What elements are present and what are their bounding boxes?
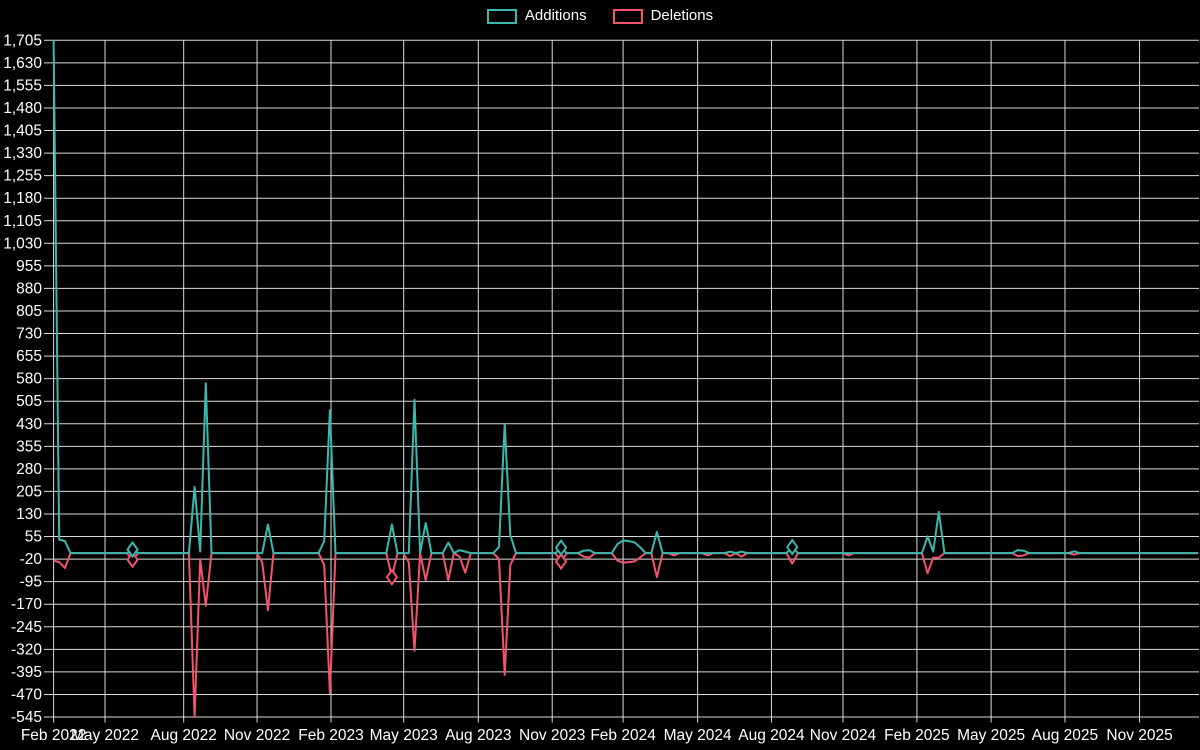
y-tick-label: 1,705 — [3, 32, 42, 49]
y-tick-label: -395 — [11, 664, 42, 681]
y-tick-label: 955 — [16, 258, 42, 275]
y-tick-label: -20 — [20, 551, 43, 568]
additions-marker-icon — [126, 540, 139, 559]
y-tick-label: -245 — [11, 619, 42, 636]
x-tick-label: Aug 2023 — [445, 727, 511, 744]
x-tick-label: Aug 2024 — [738, 727, 805, 744]
x-tick-label: Nov 2022 — [224, 727, 290, 744]
y-tick-label: 1,630 — [3, 55, 42, 72]
y-tick-label: 130 — [16, 506, 42, 523]
y-tick-label: 1,555 — [3, 77, 42, 94]
x-tick-label: Feb 2023 — [298, 727, 364, 744]
y-tick-label: 880 — [16, 280, 42, 297]
x-tick-label: Aug 2025 — [1032, 727, 1098, 744]
y-tick-label: -545 — [11, 709, 42, 726]
x-tick-label: Nov 2023 — [519, 727, 585, 744]
y-tick-label: -470 — [11, 686, 42, 703]
y-tick-label: 1,030 — [3, 235, 42, 252]
x-tick-label: Nov 2024 — [810, 727, 877, 744]
deletions-marker-icon — [385, 568, 399, 586]
legend-label-additions: Additions — [524, 7, 587, 24]
y-tick-label: 55 — [25, 529, 42, 546]
y-tick-label: 1,255 — [3, 168, 42, 185]
legend: Additions Deletions — [0, 7, 1200, 25]
x-tick-label: Feb 2025 — [884, 727, 950, 744]
y-tick-label: 430 — [16, 416, 42, 433]
y-tick-label: 655 — [16, 348, 42, 365]
deletions-swatch-icon — [612, 8, 643, 24]
y-tick-label: 580 — [16, 371, 42, 388]
x-tick-label: Feb 2024 — [590, 727, 656, 744]
y-tick-label: 1,180 — [3, 190, 42, 207]
additions-line — [52, 40, 1199, 555]
x-tick-label: May 2023 — [370, 727, 438, 744]
deletions-marker-icon — [126, 550, 139, 569]
y-tick-label: 505 — [16, 393, 42, 410]
deletions-marker-icon — [554, 552, 568, 571]
y-tick-label: 1,105 — [3, 213, 42, 230]
deletions-line — [53, 552, 1199, 718]
x-tick-label: May 2025 — [957, 727, 1025, 744]
y-tick-label: 1,480 — [3, 100, 42, 117]
y-tick-label: 730 — [16, 326, 42, 343]
y-tick-label: 805 — [16, 303, 42, 320]
y-tick-label: 280 — [16, 461, 42, 478]
additions-swatch-icon — [486, 8, 517, 24]
x-tick-label: Feb 2022 — [21, 727, 87, 744]
y-tick-label: 1,330 — [3, 145, 42, 162]
y-tick-label: 205 — [16, 483, 42, 500]
legend-item-additions[interactable]: Additions — [486, 7, 587, 25]
x-tick-label: Aug 2022 — [150, 727, 216, 744]
legend-label-deletions: Deletions — [650, 7, 714, 24]
x-tick-label: Nov 2025 — [1106, 727, 1172, 744]
x-tick-label: May 2024 — [664, 727, 732, 744]
y-tick-label: -320 — [11, 641, 42, 658]
y-tick-label: 355 — [16, 438, 42, 455]
additions-marker-icon — [786, 538, 799, 556]
legend-item-deletions[interactable]: Deletions — [612, 7, 714, 25]
y-tick-label: 1,405 — [3, 123, 42, 140]
y-tick-label: -95 — [20, 574, 42, 591]
additions-marker-icon — [554, 538, 568, 557]
x-tick-label: May 2022 — [71, 727, 139, 744]
y-tick-label: -170 — [11, 596, 42, 613]
